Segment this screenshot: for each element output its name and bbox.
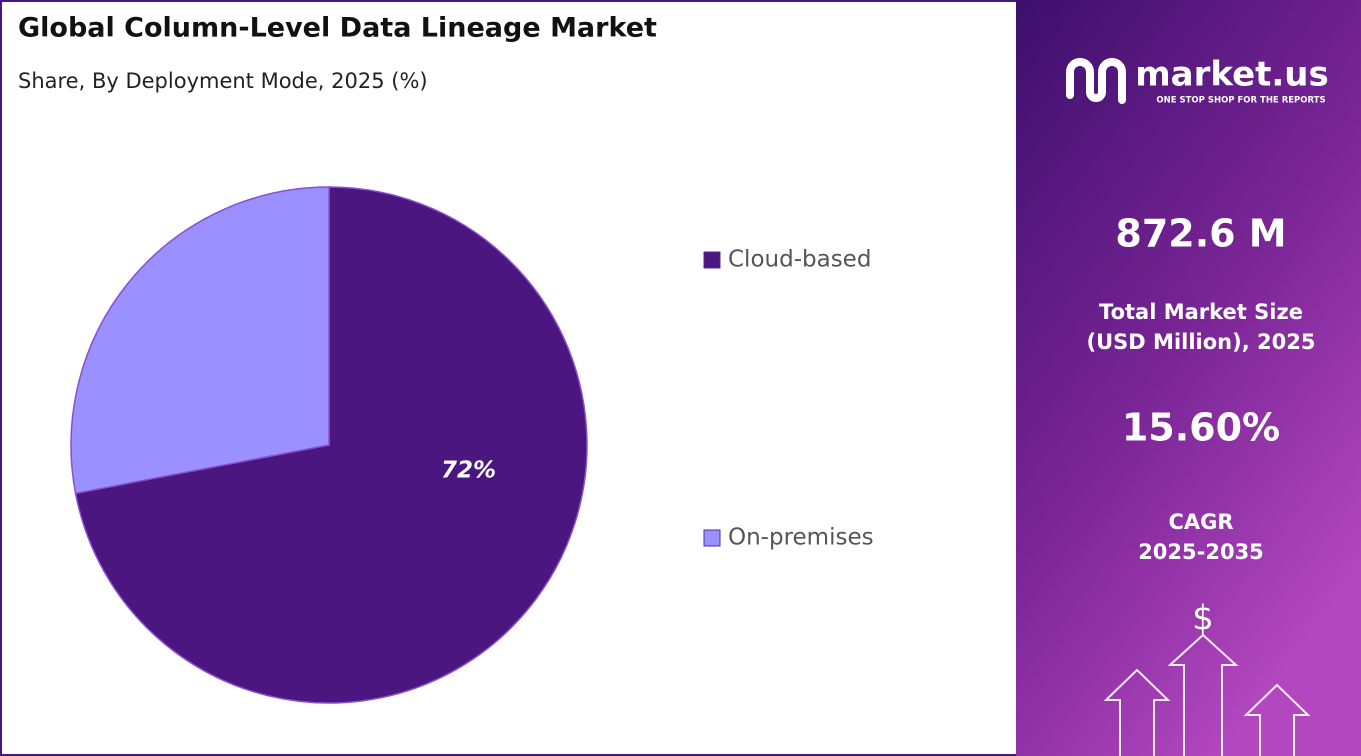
panel-text: market.us ONE STOP SHOP FOR THE REPORTS … — [1066, 55, 1329, 756]
dollar-icon: $ — [1192, 599, 1214, 639]
legend-label: On-premises — [728, 525, 874, 551]
legend-swatch — [703, 529, 721, 547]
brand: market.us — [1135, 55, 1329, 95]
cagr: 15.60% — [1122, 406, 1280, 450]
market-size: 872.6 M — [1115, 212, 1286, 256]
data-label: 72% — [441, 457, 496, 483]
side-panel — [1016, 0, 1361, 756]
legend-swatch — [703, 251, 721, 269]
pie-slice — [74, 186, 588, 704]
legend-label: Cloud-based — [728, 247, 871, 273]
pie: 72% — [70, 186, 588, 704]
logo-icon — [1066, 58, 1126, 104]
cagr-label: 2025-2035 — [1138, 540, 1264, 564]
cagr-label: CAGR — [1168, 510, 1233, 534]
chart-title: Global Column-Level Data Lineage Market — [18, 13, 657, 44]
market-size-label: (USD Million), 2025 — [1087, 330, 1316, 354]
pie-slice — [70, 186, 330, 495]
tagline: ONE STOP SHOP FOR THE REPORTS — [1156, 96, 1325, 106]
legend: Cloud-based On-premises — [703, 247, 874, 551]
market-size-label: Total Market Size — [1099, 300, 1303, 324]
arrows — [1103, 633, 1311, 756]
chart-subtitle: Share, By Deployment Mode, 2025 (%) — [18, 69, 428, 93]
